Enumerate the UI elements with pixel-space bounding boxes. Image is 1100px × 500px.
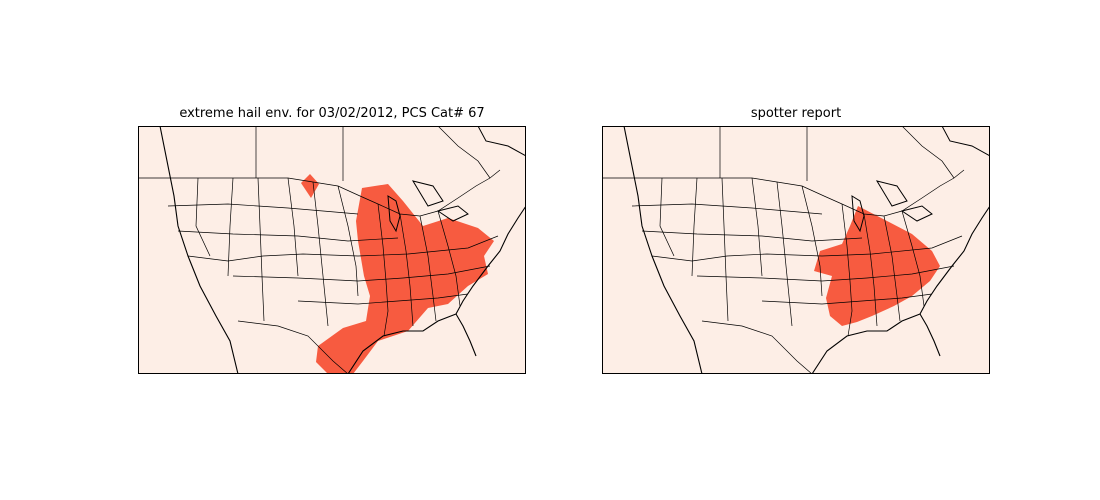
left-hail-region-main: [316, 184, 494, 374]
spotter-report-region: [814, 206, 940, 326]
left-map-frame: [138, 126, 526, 374]
left-hail-region-north: [301, 174, 319, 198]
spotter-report-map: [602, 126, 990, 374]
left-panel-title: extreme hail env. for 03/02/2012, PCS Ca…: [179, 106, 485, 121]
extreme-hail-map-svg: [138, 126, 526, 374]
spotter-report-map-svg: [602, 126, 990, 374]
right-map-frame: [602, 126, 990, 374]
right-panel-title: spotter report: [750, 106, 842, 121]
extreme-hail-map: [138, 126, 526, 374]
